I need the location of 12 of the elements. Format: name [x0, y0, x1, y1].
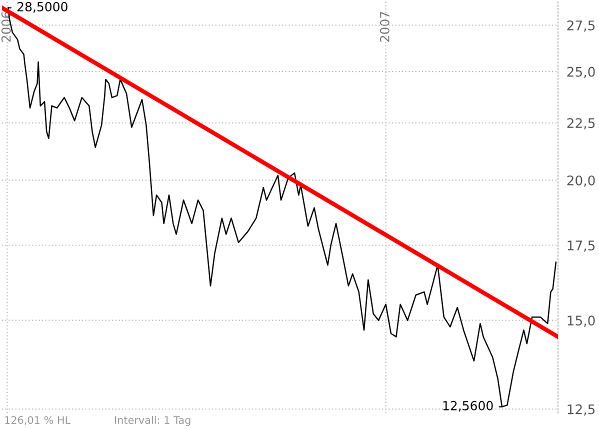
- text: 126,01 % HL: [5, 416, 71, 426]
- annotation: 12,5600: [443, 400, 493, 412]
- annotation: 28,5000: [17, 2, 68, 13]
- y-tick-label: 12,5: [568, 404, 595, 416]
- y-tick-label: 20,0: [567, 175, 595, 187]
- y-tick-label: 27,5: [567, 20, 595, 32]
- y-tick-label: 22,5: [567, 118, 595, 130]
- text: Intervall: 1 Tag: [115, 416, 190, 426]
- y-tick-label: 15,0: [568, 316, 595, 327]
- x-tick-label: 2007: [380, 12, 390, 42]
- y-tick-label: 17,5: [568, 240, 595, 252]
- y-tick-label: 25,0: [567, 66, 595, 78]
